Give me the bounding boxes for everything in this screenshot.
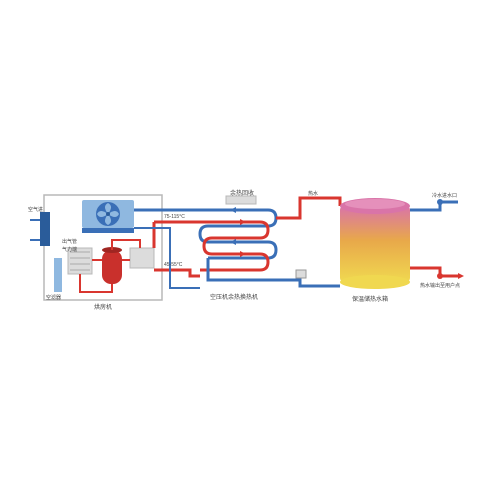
compressor	[102, 250, 122, 284]
cold-water-inlet	[410, 202, 458, 210]
label-storage-tank: 保温储热水箱	[352, 294, 388, 303]
label-air-inlet: 气力端	[62, 246, 77, 253]
hot-pipe-return	[154, 270, 200, 276]
storage-tank	[340, 198, 410, 289]
label-air-out: 出气管	[62, 238, 77, 245]
label-cold-inlet: 冷水进水口	[432, 192, 457, 199]
filter-column	[54, 258, 62, 292]
label-hot-outlet: 热水输出至用户点	[420, 282, 460, 289]
label-air-filter: 空滤器	[46, 294, 61, 301]
label-compressor-unit: 烘房机	[94, 302, 112, 311]
label-return-temp: 45-55°C	[164, 262, 182, 268]
label-heat-exchanger: 空压机余热换热机	[210, 292, 258, 301]
inlet-block	[40, 212, 50, 246]
hot-water-outlet	[410, 268, 458, 276]
label-hot-temp: 75-115°C	[164, 214, 185, 220]
heat-exchanger	[200, 196, 276, 270]
hot-to-tank	[276, 198, 340, 218]
label-top-exchanger: 余热回收	[230, 188, 254, 197]
cold-from-tank	[208, 258, 340, 286]
label-hot-water: 热水	[308, 190, 318, 197]
label-air-in: 空气进	[28, 206, 43, 213]
